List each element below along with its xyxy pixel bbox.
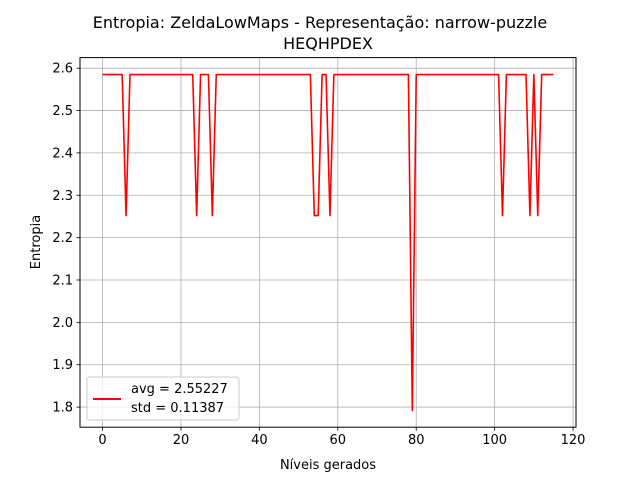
y-tick-label: 2.3 — [52, 189, 73, 204]
y-tick-label: 2.0 — [52, 316, 73, 331]
x-tick-label: 100 — [482, 433, 507, 448]
y-tick-label: 1.8 — [52, 401, 73, 416]
y-tick-label: 2.1 — [52, 273, 73, 288]
series-layer — [102, 73, 554, 412]
plot-frame — [79, 57, 577, 428]
x-axis-label: Níveis gerados — [280, 458, 376, 473]
x-tick-label: 20 — [173, 433, 190, 448]
x-tick-label: 60 — [330, 433, 347, 448]
y-tick-label: 2.2 — [52, 231, 73, 246]
x-tick-label: 0 — [98, 433, 106, 448]
chart-title-line-2: HEQHPDEX — [283, 34, 373, 53]
legend-std-label: std = 0.11387 — [131, 401, 224, 416]
x-tick-label: 120 — [561, 433, 586, 448]
y-axis-label: Entropia — [29, 215, 44, 269]
y-tick-label: 2.5 — [52, 104, 73, 119]
y-tick-label: 2.6 — [52, 62, 73, 77]
entropy-series-line — [102, 73, 554, 412]
y-tick-label: 2.4 — [52, 146, 73, 161]
x-tick-label: 80 — [408, 433, 425, 448]
y-tick-label: 1.9 — [52, 358, 73, 373]
chart-title-line-1: Entropia: ZeldaLowMaps - Representação: … — [93, 13, 547, 32]
x-tick-label: 40 — [251, 433, 268, 448]
legend-box — [86, 376, 240, 421]
y-axis-ticks: 1.8 1.9 2.0 2.1 2.2 2.3 2.4 2.5 2.6 — [52, 62, 80, 416]
legend: avg = 2.55227 std = 0.11387 — [86, 376, 240, 421]
legend-avg-label: avg = 2.55227 — [131, 382, 228, 397]
x-axis-ticks: 0 20 40 60 80 100 120 — [98, 427, 585, 448]
